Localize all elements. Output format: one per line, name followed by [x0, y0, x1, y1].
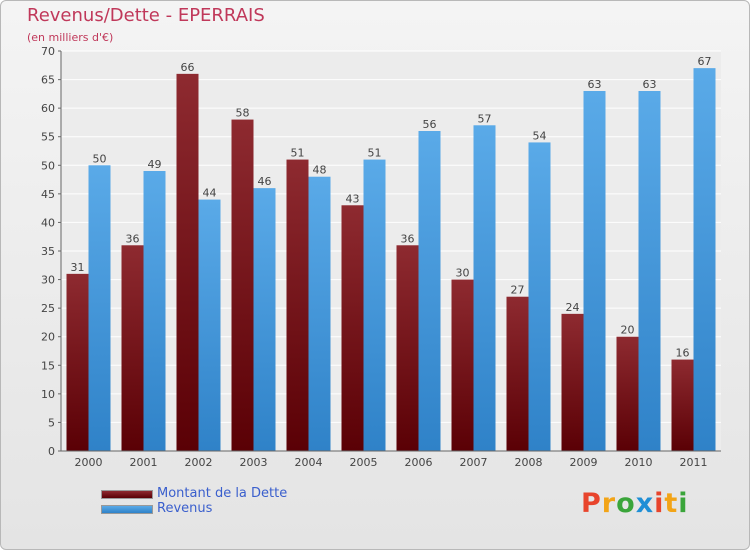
bar-dette	[176, 73, 199, 451]
bar-value-label: 36	[126, 232, 140, 245]
x-tick-label: 2001	[130, 456, 158, 469]
legend-item-revenus: Revenus	[101, 501, 381, 517]
x-tick-label: 2010	[625, 456, 653, 469]
bar-revenus	[638, 91, 661, 451]
legend: Montant de la Dette Revenus	[101, 486, 381, 517]
bar-value-label: 63	[643, 78, 657, 91]
logo-letter: i	[678, 488, 689, 519]
bar-revenus	[693, 68, 716, 452]
bar-value-label: 46	[258, 175, 272, 188]
bar-value-label: 49	[148, 158, 162, 171]
bar-dette	[341, 205, 364, 451]
bar-value-label: 66	[181, 61, 195, 74]
bar-revenus	[308, 176, 331, 451]
grid-lines	[61, 50, 721, 452]
x-tick-label: 2005	[350, 456, 378, 469]
x-tick-label: 2004	[295, 456, 323, 469]
bar-dette	[66, 273, 89, 451]
y-tick-label: 20	[41, 331, 55, 344]
x-tick-label: 2009	[570, 456, 598, 469]
bar-revenus	[363, 159, 386, 452]
bar-value-label: 36	[401, 232, 415, 245]
y-tick-label: 70	[41, 45, 55, 58]
y-tick-label: 25	[41, 302, 55, 315]
chart-title: Revenus/Dette - EPERRAIS	[27, 5, 265, 26]
logo-letter: x	[635, 488, 655, 519]
bar-dette	[561, 313, 584, 451]
y-tick-label: 15	[41, 359, 55, 372]
bar-dette	[396, 245, 419, 451]
bar-revenus	[418, 131, 441, 451]
bar-value-label: 16	[676, 347, 690, 360]
logo-letter: t	[664, 488, 679, 519]
bar-revenus	[253, 188, 276, 451]
y-tick-label: 55	[41, 131, 55, 144]
bar-value-label: 44	[203, 187, 217, 200]
y-tick-label: 5	[48, 416, 55, 429]
y-tick-label: 0	[48, 445, 55, 458]
x-tick-label: 2007	[460, 456, 488, 469]
bar-value-label: 51	[368, 147, 382, 160]
bar-dette	[616, 336, 639, 451]
y-tick-label: 10	[41, 388, 55, 401]
legend-swatch-dette	[101, 490, 153, 499]
bar-value-label: 54	[533, 129, 547, 142]
legend-label-dette: Montant de la Dette	[157, 486, 288, 501]
bar-dette	[121, 245, 144, 451]
chart-subtitle: (en milliers d'€)	[27, 31, 114, 44]
bar-value-label: 30	[456, 267, 470, 280]
legend-label-revenus: Revenus	[157, 501, 213, 516]
logo-letter: P	[581, 488, 602, 519]
x-tick-label: 2003	[240, 456, 268, 469]
logo-letter: i	[654, 488, 665, 519]
x-tick-label: 2000	[75, 456, 103, 469]
bar-value-label: 24	[566, 301, 580, 314]
y-tick-label: 35	[41, 245, 55, 258]
logo-letter: r	[601, 488, 617, 519]
bar-dette	[506, 296, 529, 451]
bar-dette	[231, 119, 254, 452]
bar-value-label: 58	[236, 107, 250, 120]
axes: 0 5 10 15 20 25 30 35 40 45 50 55 60 65 70 2000 2001 2002…	[41, 45, 721, 469]
bar-dette	[671, 359, 694, 451]
bar-dette	[286, 159, 309, 452]
x-tick-label: 2006	[405, 456, 433, 469]
bar-value-label: 51	[291, 147, 305, 160]
bar-value-label: 50	[93, 152, 107, 165]
bar-value-label: 43	[346, 192, 360, 205]
bars	[66, 68, 716, 452]
legend-swatch-revenus	[101, 505, 153, 514]
y-tick-label: 45	[41, 188, 55, 201]
x-tick-label: 2002	[185, 456, 213, 469]
y-tick-label: 50	[41, 159, 55, 172]
bar-revenus	[473, 125, 496, 452]
bar-value-labels: 31 50 36 49 66 44 58 46 51 48 43 51 36 56 30 57 27 54 24 63…	[71, 55, 712, 359]
logo-letter: o	[616, 488, 636, 519]
bar-value-label: 57	[478, 112, 492, 125]
bar-value-label: 67	[698, 55, 712, 68]
bar-revenus	[88, 165, 111, 452]
bar-value-label: 27	[511, 284, 525, 297]
legend-item-dette: Montant de la Dette	[101, 486, 381, 502]
y-tick-label: 40	[41, 216, 55, 229]
bar-dette	[451, 279, 474, 451]
proxiti-logo: Proxiti	[581, 488, 689, 519]
x-tick-label: 2008	[515, 456, 543, 469]
bar-revenus	[198, 199, 221, 451]
bar-value-label: 56	[423, 118, 437, 131]
y-tick-label: 60	[41, 102, 55, 115]
bar-value-label: 48	[313, 164, 327, 177]
bar-revenus	[528, 142, 551, 451]
y-tick-label: 65	[41, 74, 55, 87]
bar-value-label: 31	[71, 261, 85, 274]
bar-value-label: 63	[588, 78, 602, 91]
bar-revenus	[143, 171, 166, 451]
x-tick-label: 2011	[680, 456, 708, 469]
bar-value-label: 20	[621, 324, 635, 337]
bar-revenus	[583, 91, 606, 451]
y-tick-label: 30	[41, 274, 55, 287]
